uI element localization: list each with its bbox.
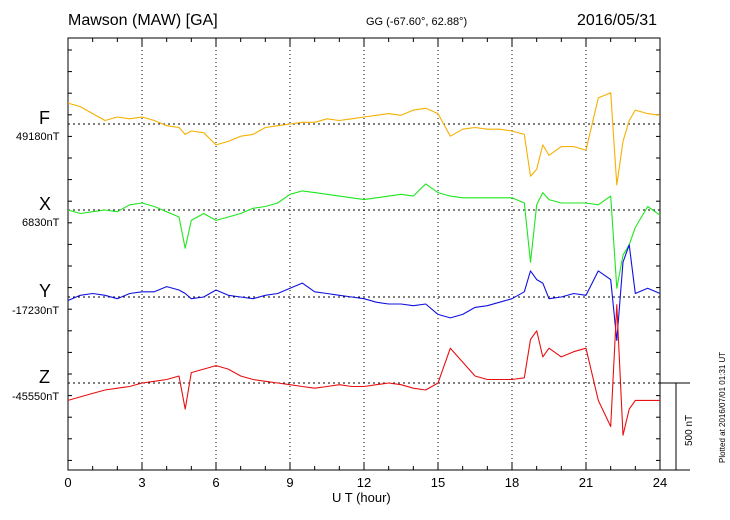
component-label-y: Y: [39, 281, 52, 301]
component-label-z: Z: [39, 367, 50, 387]
baseline-label-y: -17230nT: [12, 305, 60, 317]
series-line-x: [67, 183, 661, 289]
series-line-y: [67, 244, 661, 342]
series-line-f: [67, 92, 661, 186]
x-tick-label-24: 24: [653, 475, 667, 490]
baseline-label-z: -45550nT: [12, 391, 60, 403]
series-line-z: [67, 304, 660, 436]
x-tick-label-3: 3: [138, 475, 145, 490]
x-tick-label-0: 0: [64, 475, 71, 490]
baseline-label-f: 49180nT: [16, 131, 60, 143]
x-tick-label-6: 6: [212, 475, 219, 490]
x-tick-label-21: 21: [579, 475, 593, 490]
geographic-coordinates: GG (-67.60°, 62.88°): [366, 16, 468, 28]
component-label-f: F: [39, 108, 50, 128]
x-tick-label-15: 15: [431, 475, 445, 490]
plotted-timestamp: Plotted at 2016/07/01 01:31 UT: [718, 351, 727, 463]
x-tick-label-18: 18: [505, 475, 519, 490]
baseline-label-x: 6830nT: [22, 217, 60, 229]
scale-bar-label: 500 nT: [684, 414, 695, 446]
x-tick-label-9: 9: [286, 475, 293, 490]
station-title: Mawson (MAW) [GA]: [68, 12, 218, 29]
x-axis-label: U T (hour): [332, 490, 391, 505]
x-tick-label-12: 12: [357, 475, 371, 490]
date-label: 2016/05/31: [577, 12, 658, 29]
component-label-x: X: [39, 194, 52, 214]
